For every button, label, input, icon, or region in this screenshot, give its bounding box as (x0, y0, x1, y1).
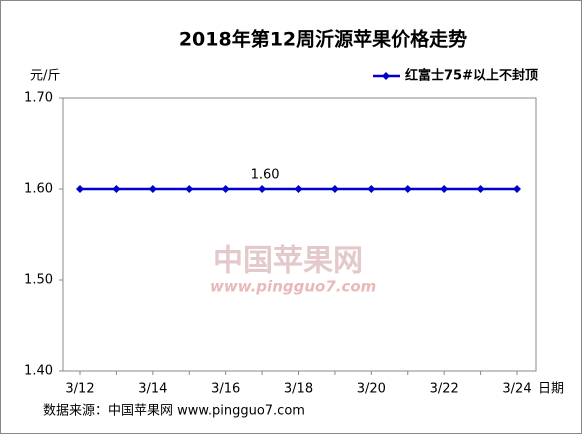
y-tick-label: 1.60 (24, 182, 53, 197)
point (148, 185, 157, 193)
point (476, 185, 485, 193)
y-tick-label: 1.70 (24, 91, 53, 106)
point (112, 185, 121, 193)
x-tick-label: 3/14 (138, 382, 167, 397)
point (440, 185, 449, 193)
y-tick-label: 1.50 (24, 273, 53, 288)
point (330, 185, 339, 193)
point (513, 185, 521, 193)
legend-label: 红富士75#以上不封顶 (405, 68, 538, 84)
x-tick-label: 3/16 (211, 382, 240, 397)
plot-area (62, 97, 537, 372)
point (403, 185, 412, 193)
watermark: 中国苹果网 (213, 244, 363, 279)
point (294, 185, 303, 193)
point (221, 185, 230, 193)
x-tick-label: 3/12 (65, 382, 94, 397)
point (76, 185, 84, 193)
point (367, 185, 376, 193)
x-tick-label: 3/22 (430, 382, 459, 397)
legend-marker (382, 72, 390, 80)
y-axis-label: 元/斤 (30, 69, 60, 84)
data-label: 1.60 (251, 168, 280, 183)
x-tick-label: 3/20 (357, 382, 386, 397)
point (258, 185, 267, 193)
x-tick-label: 3/24 (502, 382, 531, 397)
x-axis-label: 日期 (538, 382, 564, 397)
chart-title: 2018年第12周沂源苹果价格走势 (179, 28, 467, 51)
point (185, 185, 194, 193)
source: 数据来源：中国苹果网 www.pingguo7.com (43, 404, 305, 419)
x-tick-label: 3/18 (284, 382, 313, 397)
y-tick-label: 1.40 (24, 364, 53, 379)
watermark-url: www.pingguo7.com (210, 278, 376, 296)
